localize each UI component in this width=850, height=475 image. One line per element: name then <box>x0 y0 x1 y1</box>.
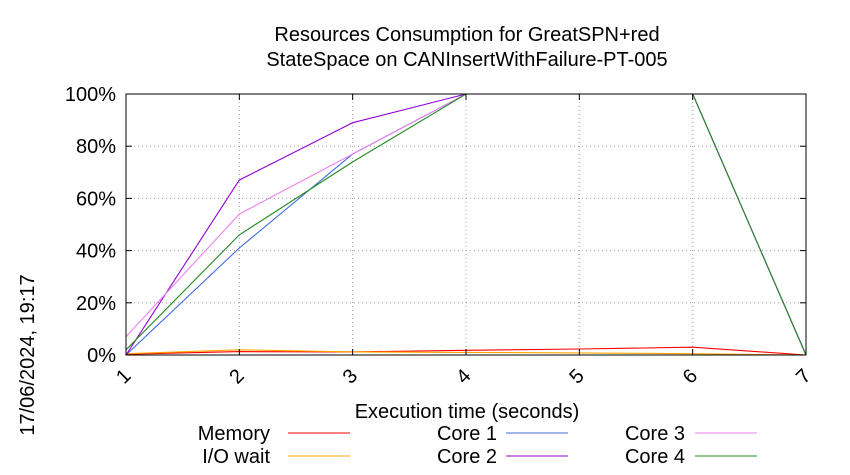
x-tick-label: 6 <box>679 365 702 388</box>
axis-ticks: 0% 20% 40% 60% 80% 100% 1 2 3 4 5 6 7 <box>65 84 816 388</box>
grid <box>126 94 806 355</box>
timestamp-label: 17/06/2024, 19:17 <box>17 274 39 435</box>
x-tick-label: 4 <box>452 365 475 388</box>
series-line-core-2 <box>125 93 807 356</box>
y-tick-label: 100% <box>65 84 116 106</box>
y-tick-label: 20% <box>76 293 116 315</box>
series-line-core-3 <box>125 93 807 356</box>
y-tick-label: 80% <box>76 136 116 158</box>
x-tick-label: 1 <box>112 365 135 388</box>
x-tick-label: 7 <box>792 365 815 388</box>
x-tick-label: 2 <box>225 365 248 388</box>
y-tick-label: 40% <box>76 241 116 263</box>
x-tick-label: 5 <box>565 365 588 388</box>
y-tick-label: 0% <box>87 345 116 367</box>
x-tick-label: 3 <box>339 365 362 388</box>
legend-label: I/O wait <box>202 446 270 468</box>
chart-title-line-2: StateSpace on CANInsertWithFailure-PT-00… <box>266 49 667 71</box>
legend-label: Core 1 <box>437 423 497 445</box>
x-axis-label: Execution time (seconds) <box>355 401 580 423</box>
plot-series <box>125 93 807 356</box>
legend-label: Core 4 <box>625 446 685 468</box>
series-line-core-1 <box>125 93 807 356</box>
plot-border <box>125 93 807 356</box>
legend-label: Memory <box>198 423 270 445</box>
chart-title-line-1: Resources Consumption for GreatSPN+red <box>274 24 659 46</box>
y-tick-label: 60% <box>76 188 116 210</box>
series-line-core-4 <box>125 93 807 356</box>
legend-label: Core 2 <box>437 446 497 468</box>
legend-label: Core 3 <box>625 423 685 445</box>
